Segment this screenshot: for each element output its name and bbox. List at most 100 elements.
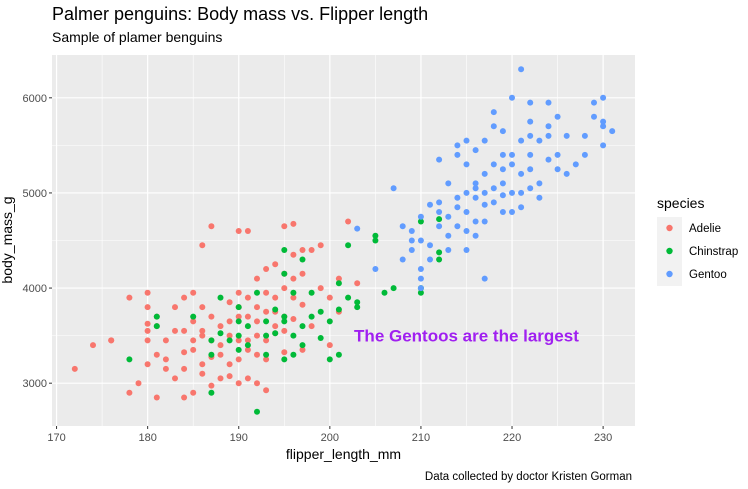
axes: 170 180 190 200 210 220 230 3000 4000 5000 6000	[23, 93, 613, 444]
data-point	[481, 189, 488, 196]
data-point	[454, 194, 461, 201]
data-point	[153, 394, 160, 401]
data-point	[199, 242, 206, 249]
data-point	[272, 306, 279, 313]
data-point	[290, 289, 297, 296]
data-point	[208, 351, 215, 358]
data-point	[263, 308, 270, 315]
data-point	[472, 218, 479, 225]
data-point	[381, 289, 388, 296]
legend-key-point	[666, 247, 673, 255]
data-point	[581, 151, 588, 158]
data-point	[545, 132, 552, 139]
data-point	[527, 151, 534, 158]
data-point	[518, 66, 525, 73]
data-point	[436, 256, 443, 263]
data-point	[226, 373, 233, 380]
data-point	[162, 365, 169, 372]
data-point	[263, 356, 270, 363]
data-point	[490, 123, 497, 130]
data-point	[299, 247, 306, 253]
data-point	[153, 313, 160, 320]
data-point	[463, 161, 470, 168]
data-point	[108, 337, 115, 344]
data-point	[317, 308, 324, 315]
data-point	[600, 123, 607, 130]
y-tick-label: 5000	[23, 188, 47, 200]
data-point	[354, 225, 361, 232]
legend-items: Adelie Chinstrap Gentoo	[657, 217, 738, 286]
legend-item: Chinstrap	[657, 240, 738, 263]
data-point	[181, 349, 188, 356]
data-point	[563, 170, 570, 177]
data-point	[281, 318, 288, 325]
data-point	[153, 351, 160, 358]
data-point	[290, 275, 297, 282]
data-point	[272, 323, 279, 330]
data-point	[244, 375, 251, 382]
data-point	[390, 285, 397, 292]
data-point	[281, 285, 288, 292]
data-point	[490, 185, 497, 192]
x-tick-label: 210	[412, 432, 430, 444]
data-point	[199, 361, 206, 368]
data-point	[153, 323, 160, 330]
data-point	[563, 132, 570, 139]
data-point	[190, 346, 197, 353]
data-point	[581, 132, 588, 139]
data-point	[335, 306, 342, 313]
data-point	[226, 361, 233, 368]
data-point	[436, 249, 443, 256]
y-tick-label: 6000	[23, 93, 47, 105]
data-point	[518, 189, 525, 196]
data-point	[554, 166, 561, 173]
data-point	[345, 294, 352, 301]
data-point	[490, 199, 497, 206]
data-point	[472, 194, 479, 201]
x-tick-label: 190	[230, 432, 248, 444]
x-tick-label: 200	[321, 432, 339, 444]
data-point	[509, 189, 515, 196]
data-point	[509, 209, 515, 215]
data-point	[572, 161, 579, 168]
y-tick-label: 3000	[23, 378, 47, 390]
data-point	[417, 237, 424, 244]
data-point	[235, 356, 242, 363]
data-point	[527, 132, 534, 139]
data-point	[235, 380, 242, 387]
data-point	[417, 218, 424, 225]
data-point	[226, 337, 233, 344]
data-point	[217, 351, 224, 358]
data-point	[144, 361, 151, 368]
data-point	[427, 256, 433, 263]
data-point	[417, 275, 424, 282]
data-point	[144, 289, 151, 296]
data-point	[181, 327, 188, 334]
data-point	[144, 320, 151, 327]
series-gentoo	[354, 66, 616, 292]
data-point	[527, 99, 534, 106]
data-point	[199, 327, 206, 334]
data-point	[217, 323, 224, 330]
data-point	[463, 137, 470, 144]
data-point	[499, 180, 506, 187]
data-point	[463, 247, 470, 253]
data-point	[235, 332, 242, 339]
data-point	[235, 318, 242, 325]
data-point	[335, 351, 342, 358]
data-point	[427, 201, 433, 208]
data-point	[436, 223, 443, 230]
data-point	[600, 118, 607, 125]
data-point	[408, 237, 415, 244]
data-point	[244, 337, 251, 344]
data-point	[317, 335, 324, 341]
data-point	[454, 151, 461, 158]
data-point	[454, 223, 461, 230]
data-point	[235, 346, 242, 353]
data-point	[445, 213, 452, 220]
data-point	[509, 151, 515, 158]
data-point	[272, 294, 279, 301]
data-points	[71, 66, 616, 415]
chart-annotation: The Gentoos are the largest	[354, 327, 579, 346]
series-adelie	[71, 218, 361, 401]
